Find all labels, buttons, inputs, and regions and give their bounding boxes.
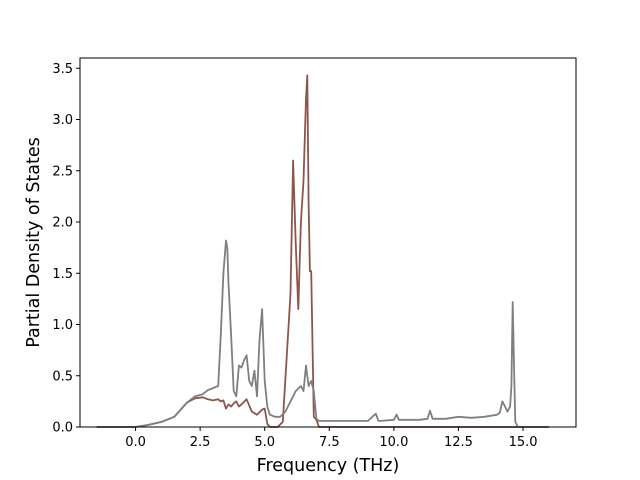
x-tick-label: 2.5 <box>190 435 211 450</box>
x-tick-label: 0.0 <box>125 435 146 450</box>
x-tick-label: 12.5 <box>444 435 473 450</box>
y-tick-label: 3.0 <box>52 113 73 128</box>
y-tick-label: 0.5 <box>52 369 73 384</box>
series-line-2 <box>96 239 549 428</box>
y-tick-label: 1.5 <box>52 267 73 282</box>
x-tick-label: 15.0 <box>509 435 538 450</box>
x-tick-label: 7.5 <box>319 435 340 450</box>
x-axis-title: Frequency (THz) <box>257 456 400 476</box>
x-axis: 0.0 2.5 5.0 7.5 10.0 12.5 15.0 <box>125 427 538 450</box>
y-tick-label: 3.5 <box>52 62 73 77</box>
y-tick-label: 0.0 <box>52 421 73 436</box>
y-tick-label: 2.0 <box>52 216 73 231</box>
y-tick-label: 1.0 <box>52 318 73 333</box>
y-tick-label: 2.5 <box>52 164 73 179</box>
y-axis-title: Partial Density of States <box>24 137 44 348</box>
x-tick-label: 5.0 <box>254 435 275 450</box>
x-tick-label: 10.0 <box>379 435 408 450</box>
plot-frame <box>79 57 577 428</box>
y-axis: 0.0 0.5 1.0 1.5 2.0 2.5 3.0 3.5 <box>52 62 80 436</box>
